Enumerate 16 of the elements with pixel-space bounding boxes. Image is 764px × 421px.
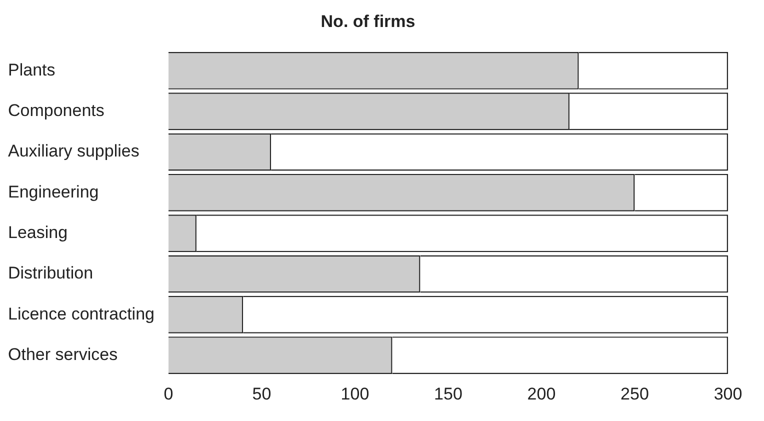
y-tick-label: Engineering xyxy=(8,182,99,202)
y-tick-label: Distribution xyxy=(8,264,94,283)
y-tick-label: Auxiliary supplies xyxy=(8,142,140,161)
x-tick-label: 150 xyxy=(434,384,462,404)
y-tick-label: Plants xyxy=(8,60,56,80)
x-tick-label: 250 xyxy=(620,384,649,404)
x-tick-label: 200 xyxy=(527,384,556,404)
y-tick-label: Licence contracting xyxy=(8,304,154,324)
x-tick-label: 0 xyxy=(164,384,174,404)
y-tick-label: Leasing xyxy=(8,223,68,242)
y-tick-label: Components xyxy=(8,101,104,120)
x-tick-label: 100 xyxy=(340,384,370,404)
x-tick-label: 50 xyxy=(252,384,272,404)
x-tick-label: 300 xyxy=(714,384,742,404)
y-tick-label: Other services xyxy=(8,344,118,364)
chart-title: No. of firms xyxy=(320,12,416,31)
